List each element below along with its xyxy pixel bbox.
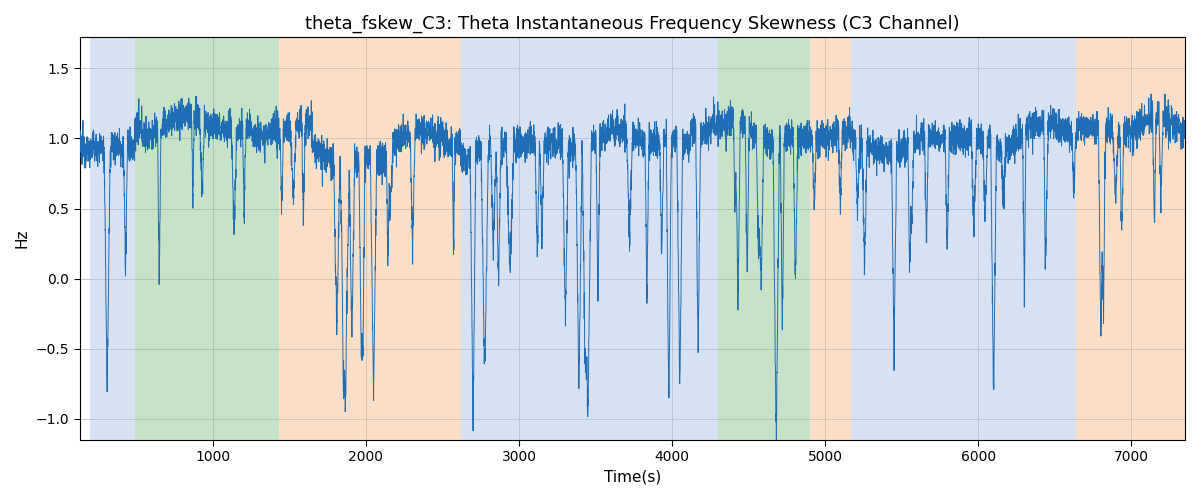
Bar bbox=[90, 38, 134, 440]
Bar bbox=[461, 38, 690, 440]
X-axis label: Time(s): Time(s) bbox=[604, 470, 661, 485]
Bar bbox=[278, 38, 461, 440]
Bar bbox=[851, 38, 1076, 440]
Bar bbox=[690, 38, 718, 440]
Bar bbox=[1076, 38, 1186, 440]
Title: theta_fskew_C3: Theta Instantaneous Frequency Skewness (C3 Channel): theta_fskew_C3: Theta Instantaneous Freq… bbox=[305, 15, 960, 34]
Bar bbox=[810, 38, 851, 440]
Y-axis label: Hz: Hz bbox=[14, 229, 30, 248]
Bar bbox=[718, 38, 810, 440]
Bar bbox=[134, 38, 278, 440]
